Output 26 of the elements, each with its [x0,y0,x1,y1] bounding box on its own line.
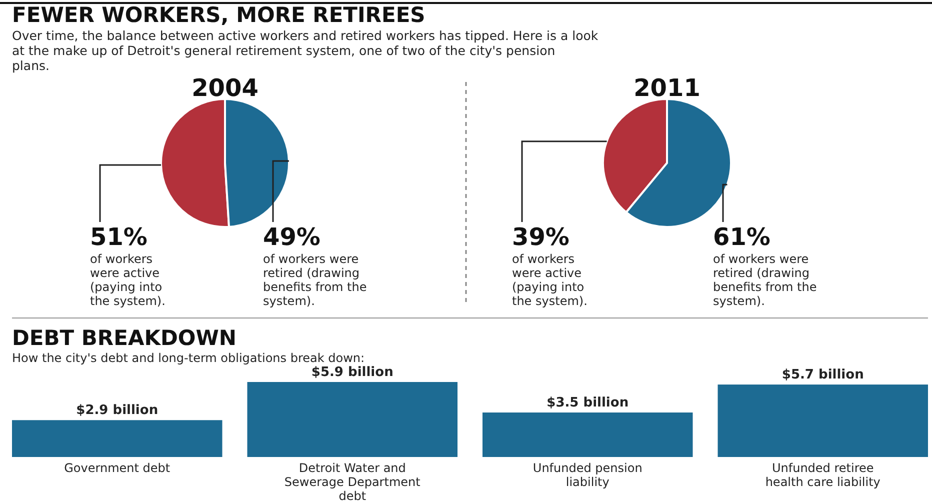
text: Over time, the balance between active workers and retired workers has tipped. Here is a look at the make up of Detroit's general retirement system, one of two of the city's pension plans. [12,28,599,73]
chart-title: 2011 [634,74,700,102]
slice-label: of workers were active (paying into the system). [512,252,588,308]
chart-subtitle: How the city's debt and long-term obligations break down: [12,351,365,365]
slice-label: of workers were retired (drawing benefits from the system). [263,252,367,308]
chart-title: DEBT BREAKDOWN [12,326,236,350]
bar [247,382,458,457]
x-tick-label: Government debt [64,461,170,475]
bar [482,412,693,457]
data-label: $2.9 billion [76,403,158,418]
x-tick-label: Unfunded retiree health care liability [765,461,880,489]
text: FEWER WORKERS, MORE RETIREES [12,3,426,27]
data-label: 51% [90,223,148,251]
bar [12,420,222,457]
data-label: $3.5 billion [546,396,629,411]
data-label: 61% [713,223,770,251]
slice-label: of workers were retired (drawing benefits from the system). [713,252,817,308]
slice-label: of workers were active (paying into the system). [90,252,166,308]
data-label: 39% [512,223,570,251]
data-label: $5.9 billion [311,365,394,380]
x-tick-label: Detroit Water and Sewerage Department debt [284,461,421,503]
bar [718,384,928,457]
x-tick-label: Unfunded pension liability [532,461,642,489]
data-label: $5.7 billion [782,368,864,383]
data-label: 49% [263,223,320,251]
chart-title: 2004 [192,74,258,102]
